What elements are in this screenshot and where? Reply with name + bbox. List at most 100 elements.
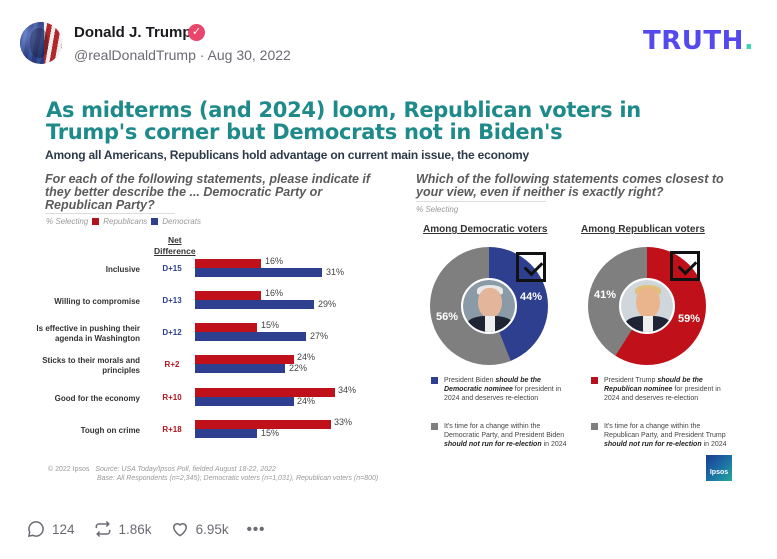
copyright: © 2022 Ipsos <box>48 466 90 473</box>
republican-swatch <box>92 218 100 225</box>
democrat-bar <box>195 397 294 406</box>
republican-bar <box>195 323 257 332</box>
reply-count: 124 <box>52 521 75 537</box>
legend-democrats: Democrats <box>162 217 201 226</box>
bar-label: Tough on crime <box>80 426 140 435</box>
comment-icon <box>27 521 44 538</box>
opt-emphasis: should be the Democratic nominee <box>444 377 541 393</box>
opt-emphasis: should be the Republican nominee <box>604 377 703 393</box>
logo-text: TRUTH <box>643 26 744 56</box>
avatar-face <box>30 28 48 58</box>
democrat-bar <box>195 300 314 309</box>
republican-bar <box>195 388 335 397</box>
democrat-bar <box>195 429 257 438</box>
base-text: Base: All Respondents (n=2,345); Democra… <box>97 474 379 482</box>
truth-social-logo[interactable]: TRUTH. <box>643 28 754 54</box>
post-header: Donald J. Trump ✓ @realDonaldTrump · Aug… <box>20 22 760 66</box>
bar-row: Is effective in pushing their agenda in … <box>34 320 414 348</box>
net-difference: D+15 <box>162 264 182 273</box>
bar-label: Sticks to their morals and principles <box>42 356 140 375</box>
republican-bar <box>195 291 261 300</box>
bar-label: Good for the economy <box>54 394 140 403</box>
rep-yes-pct: 59% <box>678 313 701 325</box>
author-name[interactable]: Donald J. Trump <box>74 24 192 41</box>
republican-value: 33% <box>334 417 353 427</box>
opt-text: President Trump <box>604 377 658 384</box>
net-difference: R+10 <box>162 393 182 402</box>
checkbox-check-icon <box>516 252 546 282</box>
bar-label: Willing to compromise <box>54 297 140 306</box>
democrat-value: 29% <box>318 299 337 309</box>
opt-text: in 2024 <box>541 441 567 448</box>
ipsos-logo: Ipsos <box>706 455 732 481</box>
repost-button[interactable]: 1.86k <box>93 519 152 539</box>
repost-icon <box>95 520 110 538</box>
left-question: For each of the following statements, pl… <box>45 172 371 212</box>
checkbox-check-icon <box>670 251 700 281</box>
avatar[interactable] <box>20 22 62 64</box>
democrat-swatch <box>151 218 159 225</box>
democrat-value: 27% <box>310 331 329 341</box>
republican-bar <box>195 259 261 268</box>
like-count: 6.95k <box>195 521 229 537</box>
republican-bar <box>195 420 331 429</box>
bar-row: Inclusive D+15 16% 31% <box>34 256 414 284</box>
democrat-bar <box>195 332 306 341</box>
democrat-value: 22% <box>289 363 308 373</box>
heart-icon <box>172 523 187 537</box>
dem-option-yes: President Biden should be the Democratic… <box>431 376 571 403</box>
republican-value: 16% <box>265 288 284 298</box>
republican-value: 24% <box>297 352 316 362</box>
democrat-value: 15% <box>261 428 280 438</box>
bar-row: Good for the economy R+10 34% 24% <box>34 385 414 413</box>
opt-emphasis: should not run for re-election <box>604 441 702 448</box>
divider <box>416 201 546 202</box>
trump-portrait <box>619 278 675 334</box>
neutral-swatch <box>431 423 438 430</box>
net-difference-header: Net Difference <box>154 235 196 257</box>
graphic-subtitle: Among all Americans, Republicans hold ad… <box>45 148 529 162</box>
neutral-swatch <box>591 423 598 430</box>
dem-yes-pct: 44% <box>520 291 543 303</box>
graphic-title: As midterms (and 2024) loom, Republican … <box>46 98 641 144</box>
democrat-bar <box>195 364 285 373</box>
post-image[interactable]: As midterms (and 2024) loom, Republican … <box>34 95 744 495</box>
republican-value: 15% <box>261 320 280 330</box>
logo-dot: . <box>743 26 755 56</box>
opt-text: It's time for a change within the Republ… <box>604 423 726 439</box>
biden-portrait <box>461 278 517 334</box>
democrat-bar <box>195 268 322 277</box>
net-difference: R+2 <box>164 360 180 369</box>
avatar-flag-canton <box>20 22 44 64</box>
opt-text: in 2024 <box>701 441 727 448</box>
legend-republicans: Republicans <box>103 217 148 226</box>
net-difference: D+13 <box>162 296 182 305</box>
opt-emphasis: should not run for re-election <box>444 441 542 448</box>
more-options-icon[interactable]: ••• <box>246 520 266 538</box>
opt-text: for president in 2024 and deserves re-el… <box>444 386 562 402</box>
verified-badge-icon: ✓ <box>188 24 205 41</box>
opt-text: for president in 2024 and deserves re-el… <box>604 386 721 402</box>
dem-no-pct: 56% <box>436 311 459 323</box>
democrat-value: 31% <box>326 267 345 277</box>
opt-text: It's time for a change within the Democr… <box>444 423 565 439</box>
bar-row: Sticks to their morals and principles R+… <box>34 352 414 380</box>
republican-value: 34% <box>338 385 357 395</box>
divider <box>45 213 175 214</box>
net-header-line1: Net <box>167 235 182 245</box>
net-header-line2: Difference <box>154 246 196 256</box>
post-actions: 124 1.86k 6.95k ••• <box>26 518 283 540</box>
bar-row: Willing to compromise D+13 16% 29% <box>34 288 414 316</box>
like-button[interactable]: 6.95k <box>170 519 229 539</box>
reply-button[interactable]: 124 <box>26 519 75 539</box>
bar-legend: % Selecting Republicans Democrats <box>46 217 201 226</box>
republican-bar <box>195 355 294 364</box>
donut-legend: % Selecting <box>416 205 459 214</box>
net-difference: D+12 <box>162 328 182 337</box>
handle-and-date[interactable]: @realDonaldTrump · Aug 30, 2022 <box>74 47 291 63</box>
democrat-swatch <box>431 377 438 384</box>
democrat-value: 24% <box>297 396 316 406</box>
rep-voters-donut: 59% 41% <box>588 247 706 365</box>
opt-text: President Biden <box>444 377 496 384</box>
graphic-source-note: © 2022 Ipsos Source: USA Today/Ipsos Poll… <box>48 466 378 483</box>
